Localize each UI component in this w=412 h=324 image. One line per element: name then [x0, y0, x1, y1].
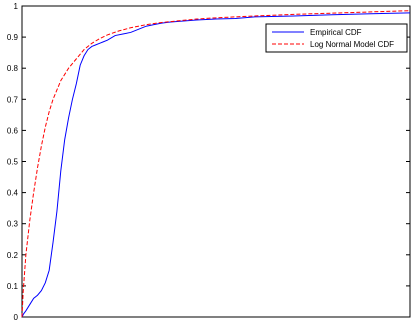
- y-tick-label: 0.4: [7, 189, 19, 198]
- y-tick-label: 0: [14, 313, 19, 322]
- legend-label-lognormal: Log Normal Model CDF: [310, 40, 394, 49]
- y-tick-label: 0.8: [7, 64, 19, 73]
- y-tick-label: 1: [14, 2, 19, 11]
- legend-label-empirical: Empirical CDF: [310, 28, 362, 37]
- series-line-lognormal: [21, 10, 411, 318]
- y-tick-label: 0.7: [7, 95, 19, 104]
- y-axis-ticks: 0 0.1 0.2 0.3 0.4 0.5 0.6 0.7 0.8 0.9 1: [7, 2, 410, 322]
- y-tick-label: 0.5: [7, 158, 19, 167]
- legend: Empirical CDF Log Normal Model CDF: [265, 23, 408, 53]
- plot-frame: [21, 5, 411, 318]
- series-line-empirical: [21, 12, 411, 318]
- y-tick-label: 0.2: [7, 251, 19, 260]
- y-tick-label: 0.3: [7, 220, 19, 229]
- series-lines: [21, 10, 411, 318]
- y-tick-label: 0.1: [7, 282, 19, 291]
- legend-box: [265, 23, 408, 53]
- y-tick-label: 0.6: [7, 126, 19, 135]
- y-tick-label: 0.9: [7, 33, 19, 42]
